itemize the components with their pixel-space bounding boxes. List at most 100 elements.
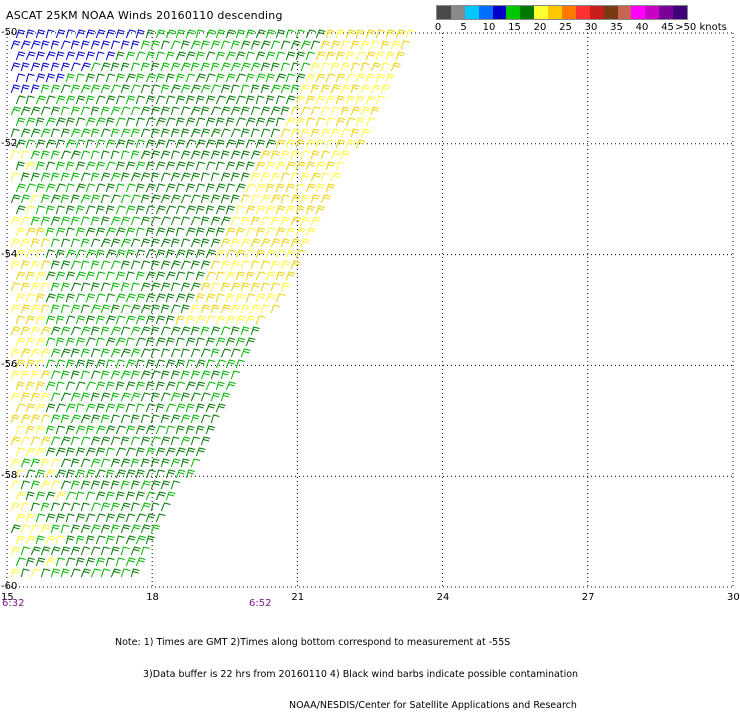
wind-barb: [130, 524, 141, 534]
wind-barb: [35, 403, 46, 413]
wind-barb: [110, 414, 120, 424]
wind-barb: [195, 359, 206, 369]
wind-barb: [300, 128, 310, 138]
wind-barb: [170, 128, 180, 138]
wind-barb: [270, 62, 280, 72]
wind-barb: [160, 414, 170, 424]
wind-barb: [345, 51, 355, 61]
wind-barb: [155, 403, 165, 413]
wind-barb: [180, 106, 191, 116]
wind-barb: [280, 282, 290, 292]
wind-barb: [175, 73, 185, 83]
wind-barb: [145, 381, 155, 391]
wind-barb: [250, 172, 261, 182]
wind-barb: [15, 557, 26, 567]
wind-barb: [180, 458, 190, 468]
wind-barb: [85, 51, 95, 61]
wind-barb: [120, 260, 130, 270]
wind-barb: [395, 29, 406, 39]
wind-barb: [175, 51, 186, 61]
wind-barb: [320, 62, 331, 72]
wind-barb: [155, 469, 165, 479]
wind-barb: [290, 238, 300, 248]
wind-barb: [125, 51, 136, 61]
wind-barb: [240, 62, 251, 72]
wind-barb: [235, 205, 245, 215]
wind-barb: [50, 414, 61, 424]
wind-barb: [30, 348, 41, 358]
wind-barb: [75, 161, 86, 171]
wind-barb: [95, 95, 106, 105]
wind-barb: [275, 293, 286, 303]
wind-barb: [195, 425, 205, 435]
wind-barb: [275, 117, 285, 127]
wind-barb: [190, 348, 201, 358]
wind-barb: [220, 260, 231, 270]
wind-barb: [290, 216, 301, 226]
wind-barb: [145, 491, 156, 501]
wind-barb: [110, 260, 121, 270]
wind-barb: [85, 293, 96, 303]
wind-barb: [90, 128, 100, 138]
wind-barb: [270, 194, 281, 204]
wind-barb: [175, 447, 186, 457]
wind-barb: [285, 29, 295, 39]
wind-barb: [30, 106, 41, 116]
wind-barb: [155, 359, 166, 369]
wind-barb: [250, 326, 260, 336]
wind-barb: [65, 535, 75, 545]
wind-barb: [115, 447, 126, 457]
wind-barb: [50, 304, 60, 314]
wind-barb: [95, 227, 106, 237]
wind-barb: [80, 40, 90, 50]
wind-barb: [115, 491, 125, 501]
wind-barb: [60, 238, 70, 248]
wind-barb: [185, 29, 196, 39]
wind-barb: [255, 227, 265, 237]
wind-barb: [165, 161, 176, 171]
wind-barb: [350, 128, 360, 138]
wind-barb: [150, 480, 161, 490]
wind-barb: [25, 249, 36, 259]
wind-barb: [25, 293, 36, 303]
wind-barb: [35, 315, 45, 325]
wind-barb: [185, 95, 195, 105]
wind-barb: [60, 194, 70, 204]
legend-label: >50 knots: [675, 22, 727, 33]
wind-barb: [165, 271, 176, 281]
wind-barb: [130, 436, 140, 446]
wind-barb: [60, 260, 71, 270]
wind-barb: [230, 304, 241, 314]
wind-barb: [70, 392, 81, 402]
wind-barb: [285, 249, 296, 259]
wind-barb: [10, 282, 21, 292]
wind-barb: [90, 62, 101, 72]
wind-barb: [145, 359, 155, 369]
wind-barb: [210, 414, 220, 424]
wind-barb: [45, 425, 55, 435]
wind-barb: [175, 29, 186, 39]
wind-barb: [105, 315, 116, 325]
wind-barb: [125, 29, 136, 39]
latitude-label: -54: [1, 248, 18, 260]
wind-barb: [115, 73, 125, 83]
wind-barb: [135, 95, 145, 105]
wind-barb: [200, 260, 211, 270]
wind-barb: [10, 370, 21, 380]
wind-barb: [145, 73, 156, 83]
wind-barb: [155, 315, 166, 325]
wind-barb: [255, 205, 266, 215]
wind-barb: [275, 205, 286, 215]
wind-barb: [100, 150, 110, 160]
wind-barb: [375, 29, 386, 39]
wind-barb: [215, 139, 225, 149]
wind-barb: [145, 337, 155, 347]
wind-barb: [20, 260, 30, 270]
wind-barb: [305, 183, 316, 193]
legend-swatch: [437, 6, 451, 19]
wind-barb: [150, 238, 160, 248]
wind-barb: [45, 359, 56, 369]
wind-barb: [85, 425, 95, 435]
wind-barb: [95, 425, 106, 435]
wind-barb: [175, 95, 186, 105]
